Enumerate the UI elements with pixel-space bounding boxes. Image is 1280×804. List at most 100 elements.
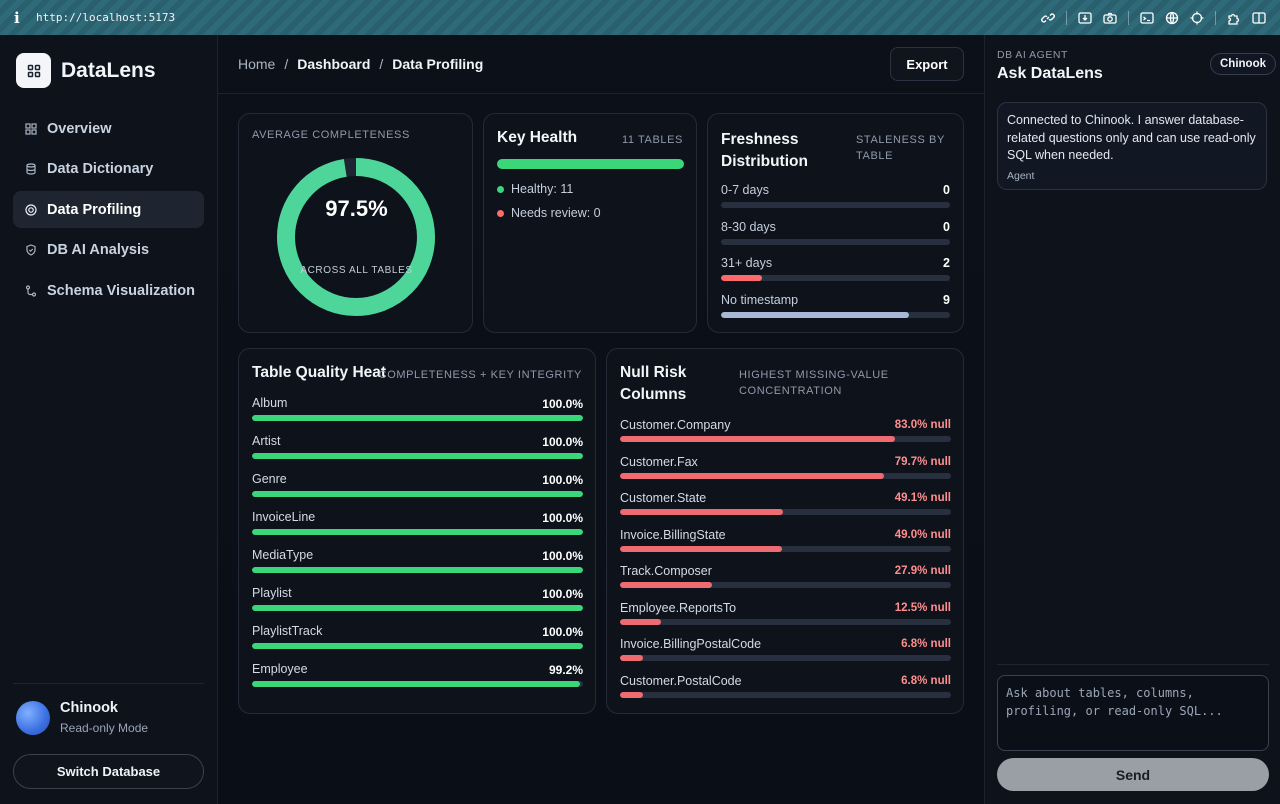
sidebar-item-label: Schema Visualization [47,282,196,299]
quality-row-fill [252,415,583,421]
quality-row: Playlist 100.0% [252,586,583,611]
null-risk-row-label: Invoice.BillingState [620,527,726,542]
freshness-row-value: 0 [943,219,950,234]
null-risk-row-value: 12.5% null [894,601,951,614]
completeness-donut [277,158,435,316]
sidebar-item-label: Overview [47,120,112,137]
url-text[interactable]: http://localhost:5173 [36,11,176,24]
freshness-subtitle: Staleness by table [856,134,945,162]
null-risk-subtitle: Highest missing-value concentration [739,369,889,397]
null-risk-row-value: 6.8% null [901,638,951,650]
null-risk-row-label: Customer.State [620,491,707,505]
quality-row-track [252,681,583,687]
agent-panel: DB AI Agent Ask DataLens Chinook Connect… [984,35,1280,804]
breadcrumb-dashboard[interactable]: Dashboard [297,56,371,72]
legend-healthy: Healthy: 11 [497,182,573,196]
review-label: Needs review: 0 [511,206,601,220]
quality-row-track [252,453,583,459]
top-bar: Home / Dashboard / Data Profiling Export [218,35,984,94]
export-button[interactable]: Export [890,47,964,81]
null-risk-row-label: Customer.Fax [620,454,698,469]
sidebar-item-db-ai-analysis[interactable]: DB AI Analysis [13,232,204,269]
quality-row-fill [252,643,583,649]
switch-database-button[interactable]: Switch Database [13,754,204,789]
freshness-row-label: No timestamp [721,293,799,308]
quality-row: Album 100.0% [252,396,583,421]
send-button[interactable]: Send [997,758,1269,791]
null-risk-row-track [620,545,951,552]
null-risk-row: Track.Composer 27.9% null [620,564,951,588]
crosshair-icon[interactable] [1190,11,1204,25]
camera-icon[interactable] [1103,11,1117,25]
null-risk-row-fill [620,655,643,661]
quality-row-fill [252,567,583,573]
breadcrumb-home[interactable]: Home [238,56,276,72]
null-risk-row-track [620,691,951,698]
quality-row-value: 100.0% [542,511,583,525]
freshness-row-track [721,238,950,245]
globe-icon[interactable] [1165,11,1179,25]
quality-row-fill [252,529,583,535]
quality-row-track [252,567,583,573]
sidebar-item-data-dictionary[interactable]: Data Dictionary [13,151,204,188]
freshness-row-track [721,312,950,319]
database-name: Chinook [60,700,118,716]
quality-row-label: Genre [252,472,287,486]
null-risk-row-fill [620,691,643,698]
browser-toolbar: i http://localhost:5173 [0,0,1280,35]
review-dot-icon [497,209,504,217]
null-risk-row-value: 49.1% null [894,492,951,504]
terminal-icon[interactable] [1140,11,1154,25]
quality-row-fill [252,605,583,611]
extension-icon[interactable] [1227,11,1241,25]
sidebar-nav: Overview Data Dictionary Data Profiling … [13,110,204,313]
database-info: Chinook Read-only Mode [16,700,148,735]
healthy-label: Healthy: 11 [511,182,574,196]
main-content: Home / Dashboard / Data Profiling Export… [218,35,984,804]
breadcrumb-separator: / [379,56,384,72]
quality-title: Table Quality Heat [252,364,387,381]
info-icon[interactable]: i [14,8,20,27]
breadcrumb-separator: / [284,56,289,72]
quality-card: Table Quality Heat Completeness + key in… [238,348,596,714]
quality-row-track [252,529,583,535]
null-risk-row-label: Customer.Company [620,418,731,432]
quality-row-label: Album [252,396,288,410]
agent-message-text: Connected to Chinook. I answer database-… [1007,113,1256,162]
browser-tools [1041,10,1266,25]
breadcrumb: Home / Dashboard / Data Profiling [238,56,483,72]
sidebar-toggle-icon[interactable] [1252,11,1266,25]
database-badge: Chinook [1210,53,1276,75]
quality-row-track [252,643,583,649]
null-risk-row: Customer.State 49.1% null [620,491,951,515]
key-health-bar [497,159,684,169]
quality-row-value: 100.0% [542,587,583,601]
null-risk-row-track [620,582,951,588]
database-mode: Read-only Mode [60,721,149,735]
freshness-row-fill [721,275,763,282]
link-icon[interactable] [1041,11,1055,25]
sidebar-item-schema-visualization[interactable]: Schema Visualization [13,272,204,309]
quality-row: InvoiceLine 100.0% [252,510,583,535]
freshness-row-track [721,275,950,282]
brand[interactable]: DataLens [16,53,156,88]
grid-icon [25,122,37,135]
null-risk-row-value: 6.8% null [901,674,951,687]
quality-subtitle: Completeness + key integrity [378,369,582,381]
chat-input[interactable] [997,675,1269,751]
null-risk-row-label: Employee.ReportsTo [620,600,737,615]
freshness-row-label: 0-7 days [721,183,769,197]
agent-message: Connected to Chinook. I answer database-… [997,102,1267,190]
null-risk-title: Null Risk Columns [620,364,687,403]
quality-row: Artist 100.0% [252,434,583,459]
sidebar-item-label: Data Profiling [47,201,142,218]
download-icon[interactable] [1078,11,1092,25]
null-risk-row: Invoice.BillingState 49.0% null [620,527,951,552]
sidebar-item-data-profiling[interactable]: Data Profiling [13,191,204,228]
quality-row-label: Playlist [252,586,292,600]
brand-name: DataLens [61,58,156,82]
quality-row-fill [252,453,583,459]
quality-row-fill [252,491,583,497]
sidebar-item-overview[interactable]: Overview [13,110,204,147]
toolbar-divider [1066,10,1067,25]
